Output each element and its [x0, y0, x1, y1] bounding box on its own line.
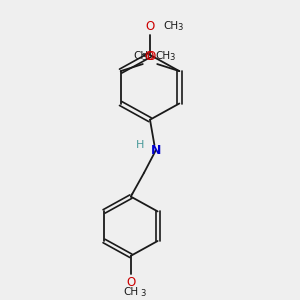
- Text: CH: CH: [133, 51, 148, 61]
- Text: 3: 3: [140, 289, 146, 298]
- Text: O: O: [146, 50, 156, 63]
- Text: CH: CH: [155, 51, 170, 61]
- Text: N: N: [151, 144, 161, 157]
- Text: O: O: [126, 276, 136, 289]
- Text: O: O: [144, 50, 154, 63]
- Text: H: H: [136, 140, 144, 150]
- Text: CH: CH: [123, 287, 138, 297]
- Text: CH: CH: [163, 21, 178, 31]
- Text: 3: 3: [142, 53, 147, 62]
- Text: 3: 3: [177, 23, 183, 32]
- Text: 3: 3: [169, 53, 175, 62]
- Text: O: O: [146, 20, 154, 33]
